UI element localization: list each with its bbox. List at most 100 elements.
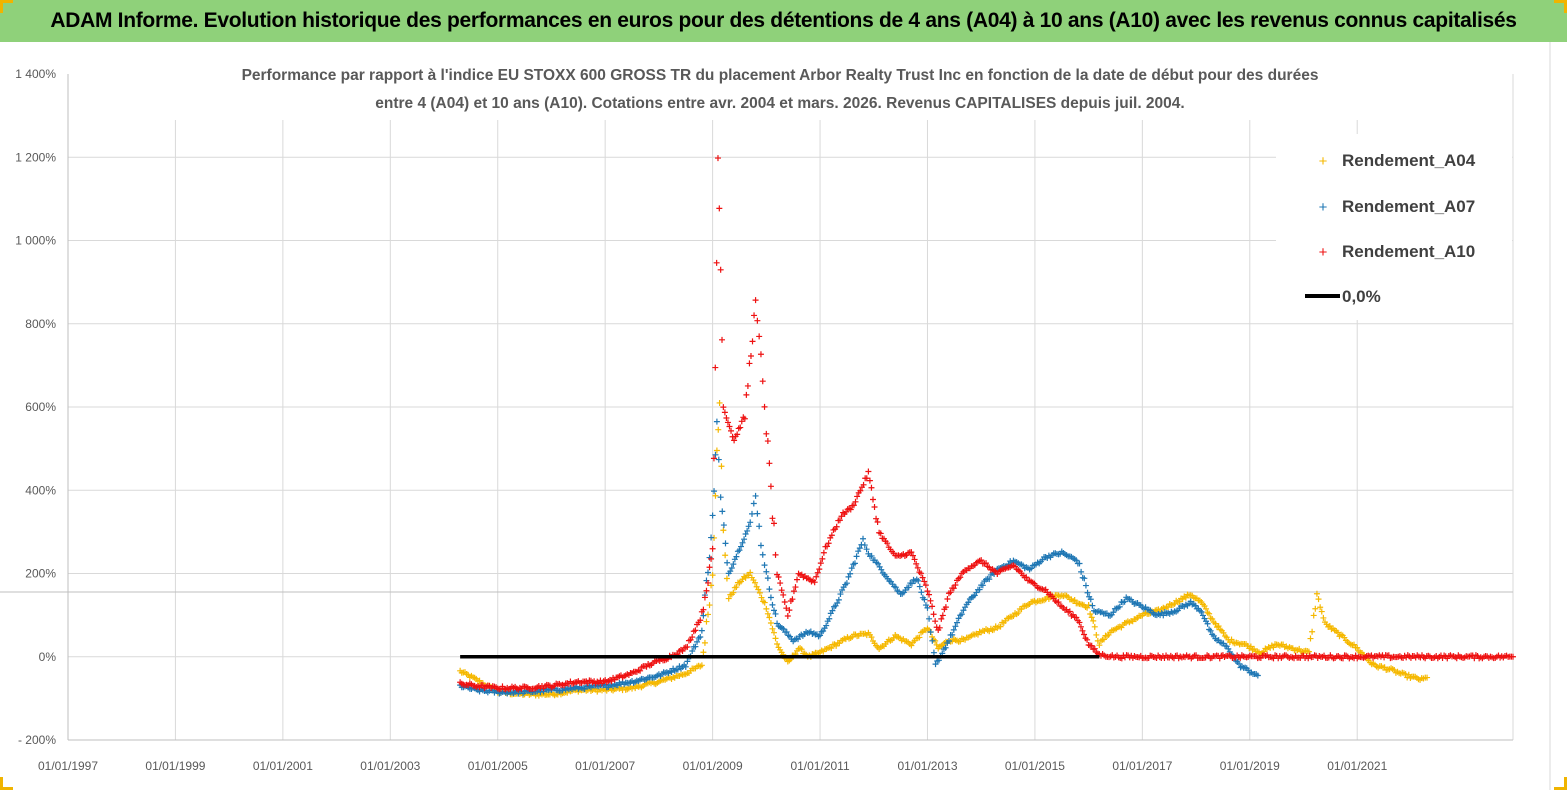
- legend-label-a07: Rendement_A07: [1342, 197, 1475, 216]
- data-point-a10: [789, 596, 796, 603]
- data-point-a10: [936, 624, 943, 631]
- data-point-a10: [703, 587, 710, 594]
- data-point-a10: [865, 468, 872, 475]
- x-tick-label: 01/01/2001: [253, 759, 313, 773]
- data-point-a04: [1310, 612, 1317, 619]
- data-point-a07: [979, 582, 986, 589]
- data-point-a10: [731, 437, 738, 444]
- legend-marker-a10: +: [1319, 244, 1328, 261]
- y-tick-label: 600%: [25, 400, 56, 414]
- data-point-a04: [733, 584, 740, 591]
- data-point-a04: [1203, 605, 1210, 612]
- data-point-a10: [761, 403, 768, 410]
- data-point-a04: [1165, 604, 1172, 611]
- data-point-a07: [954, 619, 961, 626]
- data-point-a10: [738, 418, 745, 425]
- data-point-a07: [749, 510, 756, 517]
- data-point-a10: [1340, 655, 1346, 662]
- data-point-a04: [1405, 671, 1412, 678]
- data-point-a10: [790, 588, 797, 595]
- data-point-a04: [1312, 605, 1319, 612]
- data-point-a07: [930, 649, 937, 656]
- data-point-a10: [932, 618, 939, 625]
- data-point-a04: [1176, 598, 1183, 605]
- data-point-a10: [754, 317, 761, 324]
- data-point-a04: [1071, 597, 1078, 604]
- data-point-a07: [715, 456, 722, 463]
- data-point-a10: [869, 496, 876, 503]
- data-point-a10: [1077, 623, 1084, 630]
- data-point-a10: [918, 570, 925, 577]
- data-point-a10: [952, 582, 959, 589]
- data-point-a10: [692, 627, 699, 634]
- data-point-a10: [1066, 608, 1073, 615]
- data-point-a07: [826, 615, 833, 622]
- data-point-a04: [703, 618, 710, 625]
- data-point-a07: [843, 580, 850, 587]
- data-point-a04: [1088, 614, 1095, 621]
- data-point-a10: [784, 612, 791, 619]
- data-point-a04: [718, 463, 725, 470]
- data-point-a10: [608, 678, 615, 685]
- data-point-a10: [838, 513, 845, 520]
- data-point-a10: [763, 430, 770, 437]
- data-point-a10: [947, 589, 954, 596]
- data-point-a10: [866, 477, 873, 484]
- chart-subtitle-line-1: Performance par rapport à l'indice EU ST…: [242, 67, 1319, 84]
- data-point-a10: [908, 549, 915, 556]
- data-point-a04: [1220, 629, 1227, 636]
- data-point-a04: [798, 646, 805, 653]
- legend-label-a10: Rendement_A10: [1342, 242, 1475, 261]
- data-point-a10: [957, 574, 964, 581]
- data-point-a10: [705, 579, 712, 586]
- data-point-a10: [927, 597, 934, 604]
- x-tick-label: 01/01/2003: [360, 759, 420, 773]
- data-point-a10: [689, 634, 696, 641]
- data-point-a07: [915, 577, 922, 584]
- data-point-a10: [783, 605, 790, 612]
- data-point-a07: [932, 661, 939, 668]
- data-point-a07: [668, 669, 675, 676]
- data-point-a10: [775, 573, 782, 580]
- data-point-a10: [913, 560, 920, 567]
- data-point-a04: [756, 589, 763, 596]
- data-point-a07: [958, 611, 965, 618]
- data-point-a04: [1096, 642, 1103, 649]
- data-point-a04: [769, 625, 776, 632]
- data-point-a10: [747, 352, 754, 359]
- data-point-a10: [637, 667, 644, 674]
- data-point-a07: [720, 522, 727, 529]
- data-point-a07: [918, 589, 925, 596]
- data-point-a04: [730, 589, 737, 596]
- data-point-a10: [944, 596, 951, 603]
- x-tick-label: 01/01/2019: [1220, 759, 1280, 773]
- data-point-a07: [1081, 575, 1088, 582]
- data-point-a07: [855, 548, 862, 555]
- data-point-a10: [874, 518, 881, 525]
- y-tick-label: 0%: [39, 650, 57, 664]
- data-point-a07: [761, 562, 768, 569]
- data-point-a10: [863, 475, 870, 482]
- data-point-a04: [747, 569, 754, 576]
- y-tick-label: 400%: [25, 483, 56, 497]
- y-tick-label: - 200%: [18, 733, 56, 747]
- data-point-a10: [752, 297, 759, 304]
- data-point-a04: [1402, 671, 1409, 678]
- data-point-a07: [1207, 627, 1214, 634]
- data-point-a04: [758, 594, 765, 601]
- data-point-a04: [713, 447, 720, 454]
- data-point-a07: [1089, 602, 1096, 609]
- legend-marker-a07: +: [1319, 199, 1328, 216]
- data-point-a07: [929, 637, 936, 644]
- data-point-a10: [860, 481, 867, 488]
- data-point-a07: [700, 612, 707, 619]
- data-point-a07: [738, 543, 745, 550]
- data-point-a10: [911, 556, 918, 563]
- data-point-a07: [823, 622, 830, 629]
- data-point-a07: [952, 623, 959, 630]
- data-point-a10: [700, 606, 707, 613]
- data-point-a04: [722, 552, 729, 559]
- data-point-a07: [724, 559, 731, 566]
- data-point-a07: [1192, 602, 1199, 609]
- data-point-a04: [1228, 636, 1235, 643]
